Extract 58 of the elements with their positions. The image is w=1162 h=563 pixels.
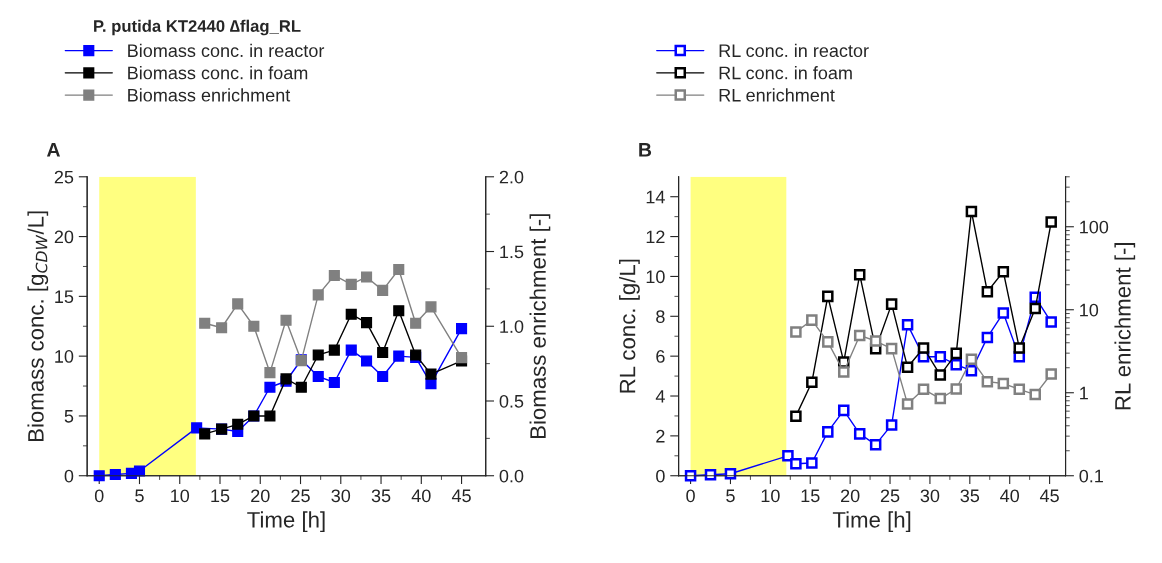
x-tick-label: 5: [135, 489, 144, 503]
x-tick-label: 15: [801, 489, 820, 503]
y2-tick-label: 100: [1080, 220, 1109, 234]
y2-axis-title: Biomass enrichment [-]: [529, 214, 551, 439]
x-tick-label: 30: [920, 489, 940, 503]
chart-title: P. putida KT2440 ∆flag_RL: [94, 19, 301, 36]
y-tick-label: 4: [655, 390, 665, 403]
x-axis-title: Time [h]: [247, 511, 325, 533]
x-tick-label: 25: [880, 489, 900, 503]
x-tick-label: 20: [251, 489, 270, 503]
legend-label: Biomass conc. in reactor: [128, 43, 325, 58]
y2-axis-title: RL enrichment [-]: [1114, 243, 1136, 410]
x-tick-label: 0: [686, 489, 695, 503]
y2-tick-label: 0.0: [499, 469, 524, 483]
legend-label: Biomass enrichment: [128, 88, 291, 102]
y-tick-label: 15: [55, 290, 74, 304]
legend-label: Biomass conc. in foam: [128, 66, 308, 80]
y-axis-title: RL conc. [g/L]: [619, 259, 640, 393]
text: A: [46, 143, 61, 157]
legend-label: RL conc. in foam: [719, 66, 852, 80]
x-tick-label: 5: [726, 489, 735, 503]
y2-tick-label: 1: [1080, 386, 1088, 400]
x-tick-label: 45: [451, 489, 471, 503]
y-tick-label: 10: [55, 350, 74, 363]
y2-tick-label: 0.5: [499, 394, 524, 408]
y-tick-label: 10: [646, 270, 665, 284]
y-tick-label: 12: [646, 230, 665, 244]
y-tick-label: 0: [64, 469, 74, 483]
y-axis-title: Biomass conc. [g$_{CDW}$/L]: [27, 211, 49, 441]
y2-tick-label: 10: [1080, 303, 1099, 317]
x-tick-label: 40: [1000, 489, 1020, 503]
y-tick-label: 25: [54, 170, 74, 184]
x-tick-label: 45: [1039, 489, 1059, 503]
y-tick-label: 5: [64, 410, 74, 423]
y-tick-label: 6: [656, 350, 665, 363]
x-tick-label: 40: [411, 489, 431, 503]
x-tick-label: 35: [371, 489, 391, 503]
x-tick-label: 10: [171, 489, 190, 503]
x-tick-label: 15: [211, 489, 230, 503]
x-tick-label: 35: [960, 489, 980, 503]
y-tick-label: 20: [54, 230, 74, 244]
text: B: [639, 143, 652, 157]
x-tick-label: 30: [331, 489, 351, 503]
y-tick-label: 2: [656, 429, 665, 443]
y2-tick-label: 1.0: [500, 320, 524, 333]
legend-label: RL enrichment: [719, 88, 835, 102]
legend-label: RL conc. in reactor: [719, 43, 869, 58]
x-tick-label: 25: [291, 489, 310, 503]
x-tick-label: 20: [841, 489, 860, 503]
y2-tick-label: 1.5: [500, 245, 524, 259]
y-tick-label: 14: [646, 190, 665, 204]
y-tick-label: 8: [656, 310, 665, 324]
x-axis-title: Time [h]: [832, 511, 911, 533]
x-tick-label: 0: [94, 489, 104, 503]
y2-tick-label: 0.1: [1079, 469, 1103, 483]
y2-tick-label: 2.0: [499, 170, 524, 184]
x-tick-label: 10: [761, 489, 780, 503]
y-tick-label: 0: [656, 469, 665, 483]
